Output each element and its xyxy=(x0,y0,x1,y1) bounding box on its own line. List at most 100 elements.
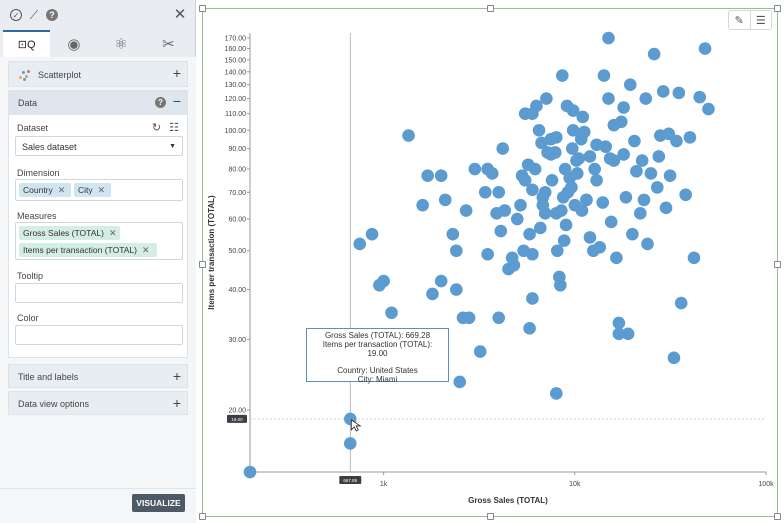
remove-icon[interactable]: ✕ xyxy=(57,184,66,195)
data-point xyxy=(565,142,579,155)
data-point xyxy=(434,274,448,288)
check-circle-icon[interactable]: ✓ xyxy=(10,9,22,21)
y-tick-label: 50.00 xyxy=(228,248,246,255)
dimension-chip-city[interactable]: City ✕ xyxy=(74,183,111,197)
data-point xyxy=(534,221,547,235)
data-point xyxy=(548,146,562,159)
color-field[interactable] xyxy=(15,325,183,345)
data-point xyxy=(612,327,626,341)
sliders-icon[interactable]: ☷ xyxy=(169,122,179,134)
y-tick-label: 90.00 xyxy=(228,146,246,153)
caret-down-icon: ▼ xyxy=(169,143,176,150)
data-point xyxy=(478,185,492,199)
chip-label: Country xyxy=(23,185,53,195)
data-point xyxy=(687,251,701,265)
dimension-chip-country[interactable]: Country ✕ xyxy=(19,183,71,197)
title-labels-header[interactable]: Title and labels + xyxy=(9,365,187,389)
data-point xyxy=(549,387,563,400)
data-point xyxy=(518,107,532,121)
scatterplot-header[interactable]: Scatterplot + xyxy=(9,62,187,88)
y-tick-label: 110.00 xyxy=(225,111,246,118)
data-point xyxy=(647,47,661,61)
x-tick-label: 100k xyxy=(758,481,774,488)
data-point xyxy=(507,258,521,272)
close-icon[interactable]: ✕ xyxy=(173,6,187,23)
data-point xyxy=(557,234,571,247)
help-icon[interactable]: ? xyxy=(155,97,166,108)
dataset-label: Dataset xyxy=(17,123,49,133)
resize-handle[interactable] xyxy=(199,5,206,12)
data-point xyxy=(619,190,633,204)
title-labels-label: Title and labels xyxy=(18,372,79,382)
title-labels-section[interactable]: Title and labels + xyxy=(8,364,188,388)
measure-chip-items-per-transaction[interactable]: Items per transaction (TOTAL) ✕ xyxy=(19,243,157,257)
scatterplot-section[interactable]: Scatterplot + xyxy=(8,61,188,87)
visualize-button[interactable]: VISUALIZE xyxy=(132,494,185,512)
data-view-options-section[interactable]: Data view options + xyxy=(8,391,188,415)
x-crosshair-badge xyxy=(339,476,362,484)
data-point xyxy=(462,311,476,325)
data-point xyxy=(402,129,415,142)
resize-handle[interactable] xyxy=(199,261,206,268)
expand-plus-icon[interactable]: + xyxy=(172,65,181,81)
data-point xyxy=(468,162,482,176)
data-point xyxy=(446,227,460,241)
panel-tabs: ⊡Q ◉ ⚛ ✂ xyxy=(3,30,192,57)
edit-icon[interactable]: ✎ xyxy=(734,14,744,27)
eyedropper-icon[interactable]: ⟋ xyxy=(29,7,39,22)
tooltip-field[interactable] xyxy=(15,283,183,303)
dimension-field[interactable]: Country ✕ City ✕ xyxy=(15,179,183,201)
y-tick-label: 160.00 xyxy=(225,46,247,53)
remove-icon[interactable]: ✕ xyxy=(108,227,117,238)
measures-label: Measures xyxy=(17,211,57,221)
data-point xyxy=(635,154,649,167)
data-point xyxy=(641,237,654,251)
data-point xyxy=(663,169,677,182)
data-point xyxy=(583,231,597,244)
dataset-select[interactable]: Sales dataset ▼ xyxy=(15,136,183,156)
data-point xyxy=(494,224,508,238)
data-point xyxy=(450,283,463,296)
data-point xyxy=(588,162,601,176)
data-section: Data ? − Dataset ↻ ☷ Sales dataset ▼ Dim… xyxy=(8,90,188,358)
x-crosshair-value: 667.85 xyxy=(343,478,357,483)
data-point xyxy=(243,465,257,479)
tab-view[interactable]: ◉ xyxy=(50,30,97,57)
resize-handle[interactable] xyxy=(487,513,494,520)
help-icon[interactable]: ? xyxy=(46,9,58,21)
expand-plus-icon[interactable]: + xyxy=(172,395,181,411)
data-point xyxy=(637,193,651,207)
y-tick-label: 70.00 xyxy=(228,190,246,197)
remove-icon[interactable]: ✕ xyxy=(97,184,106,195)
measure-chip-gross-sales[interactable]: Gross Sales (TOTAL) ✕ xyxy=(19,226,120,240)
resize-handle[interactable] xyxy=(774,513,781,520)
resize-handle[interactable] xyxy=(199,513,206,520)
data-point xyxy=(614,115,628,129)
remove-icon[interactable]: ✕ xyxy=(142,244,150,255)
data-section-header[interactable]: Data ? − xyxy=(9,91,187,115)
data-point xyxy=(434,169,448,182)
mouse-cursor-icon xyxy=(350,419,362,432)
refresh-icon[interactable]: ↻ xyxy=(151,122,162,134)
data-point xyxy=(353,237,367,251)
expand-plus-icon[interactable]: + xyxy=(172,368,181,384)
data-point xyxy=(617,101,630,114)
resize-handle[interactable] xyxy=(774,5,781,12)
data-point xyxy=(538,207,552,220)
data-view-options-header[interactable]: Data view options + xyxy=(9,392,187,416)
data-point xyxy=(693,90,706,104)
tab-data[interactable]: ⊡Q xyxy=(3,30,51,57)
data-point xyxy=(604,215,618,229)
measures-field[interactable]: Gross Sales (TOTAL) ✕ Items per transacti… xyxy=(15,222,183,260)
resize-handle[interactable] xyxy=(774,261,781,268)
data-point xyxy=(492,185,506,199)
menu-icon[interactable]: ☰ xyxy=(749,11,772,29)
tab-analytics[interactable]: ⚛ xyxy=(98,30,145,57)
data-point xyxy=(526,292,539,305)
chip-label: Items per transaction (TOTAL) xyxy=(23,245,137,255)
tab-tools[interactable]: ✂ xyxy=(145,30,192,57)
resize-handle[interactable] xyxy=(487,5,494,12)
collapse-minus-icon[interactable]: − xyxy=(172,93,181,109)
tooltip-spacer xyxy=(307,358,448,366)
